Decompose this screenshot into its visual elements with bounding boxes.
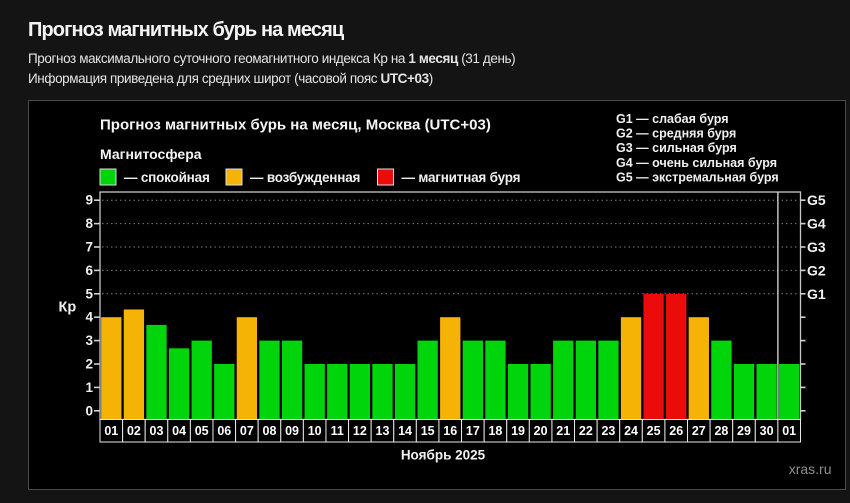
svg-text:26: 26 xyxy=(669,424,683,438)
svg-text:20: 20 xyxy=(534,424,548,438)
svg-text:Ноябрь 2025: Ноябрь 2025 xyxy=(401,448,486,463)
svg-text:G1 — слабая буря: G1 — слабая буря xyxy=(616,112,729,126)
svg-text:4: 4 xyxy=(85,310,93,325)
svg-text:7: 7 xyxy=(85,240,93,255)
svg-text:07: 07 xyxy=(240,424,254,438)
svg-text:xras.ru: xras.ru xyxy=(789,461,832,477)
svg-text:27: 27 xyxy=(692,424,706,438)
svg-text:13: 13 xyxy=(376,424,390,438)
svg-text:G2 — средняя буря: G2 — средняя буря xyxy=(616,127,736,141)
svg-text:02: 02 xyxy=(127,424,141,438)
svg-text:0: 0 xyxy=(85,403,93,418)
svg-text:8: 8 xyxy=(85,216,93,231)
svg-text:9: 9 xyxy=(85,193,93,208)
svg-text:5: 5 xyxy=(85,286,93,301)
svg-text:G1: G1 xyxy=(807,286,826,302)
svg-text:18: 18 xyxy=(488,424,502,438)
svg-text:22: 22 xyxy=(579,424,593,438)
svg-text:05: 05 xyxy=(195,424,209,438)
svg-text:— возбужденная: — возбужденная xyxy=(250,170,360,185)
svg-text:G4: G4 xyxy=(807,216,826,232)
svg-text:08: 08 xyxy=(263,424,277,438)
svg-text:21: 21 xyxy=(556,424,570,438)
svg-text:G3: G3 xyxy=(807,239,826,255)
svg-text:2: 2 xyxy=(85,357,93,372)
svg-text:03: 03 xyxy=(150,424,164,438)
svg-text:Магнитосфера: Магнитосфера xyxy=(100,146,202,162)
svg-text:G5: G5 xyxy=(807,192,826,208)
svg-text:1: 1 xyxy=(85,380,93,395)
svg-text:Прогноз магнитных бурь на меся: Прогноз магнитных бурь на месяц, Москва … xyxy=(100,117,491,134)
svg-text:G2: G2 xyxy=(807,262,826,278)
svg-text:G3 — сильная буря: G3 — сильная буря xyxy=(616,141,737,155)
svg-text:28: 28 xyxy=(714,424,728,438)
svg-text:14: 14 xyxy=(398,424,412,438)
svg-text:Кр: Кр xyxy=(59,300,77,316)
svg-text:15: 15 xyxy=(421,424,435,438)
svg-text:11: 11 xyxy=(331,424,344,438)
svg-text:G5 — экстремальная буря: G5 — экстремальная буря xyxy=(616,171,779,185)
svg-text:24: 24 xyxy=(624,424,638,438)
svg-text:— магнитная буря: — магнитная буря xyxy=(402,170,521,185)
svg-text:29: 29 xyxy=(737,424,751,438)
svg-text:01: 01 xyxy=(782,424,796,438)
svg-text:19: 19 xyxy=(511,424,525,438)
svg-text:17: 17 xyxy=(466,424,480,438)
svg-text:— спокойная: — спокойная xyxy=(124,170,210,185)
svg-text:04: 04 xyxy=(172,424,186,438)
svg-text:01: 01 xyxy=(104,424,118,438)
svg-text:16: 16 xyxy=(443,424,457,438)
svg-text:23: 23 xyxy=(601,424,615,438)
svg-text:3: 3 xyxy=(85,333,93,348)
svg-text:G4 — очень сильная буря: G4 — очень сильная буря xyxy=(616,156,777,170)
svg-text:6: 6 xyxy=(85,263,93,278)
svg-text:06: 06 xyxy=(217,424,231,438)
svg-text:12: 12 xyxy=(353,424,367,438)
svg-text:25: 25 xyxy=(647,424,661,438)
svg-text:10: 10 xyxy=(308,424,322,438)
svg-text:30: 30 xyxy=(760,424,774,438)
svg-text:09: 09 xyxy=(285,424,299,438)
